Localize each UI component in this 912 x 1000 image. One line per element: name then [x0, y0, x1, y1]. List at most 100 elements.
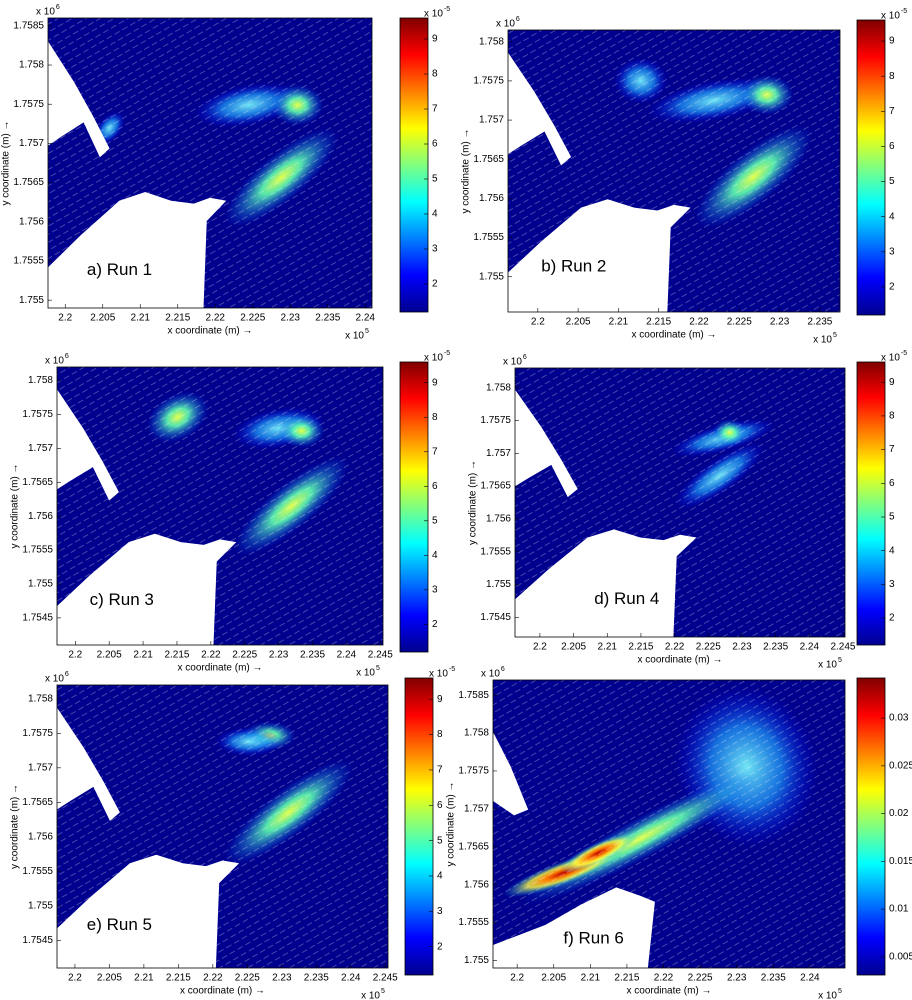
axis-multiplier-power: 6 [56, 4, 60, 11]
y-axis-label: y coordinate (m) → [10, 463, 21, 548]
colorbar-tick-label: 3 [889, 579, 895, 590]
run-label: f) Run 6 [563, 929, 623, 948]
x-tick-label: 2.24 [337, 650, 357, 661]
x-tick-label: 2.22 [203, 973, 223, 984]
x-tick-label: 2.235 [304, 973, 329, 984]
y-tick-label: 1.7555 [22, 545, 53, 556]
x-tick-label: 2.245 [368, 650, 393, 661]
y-tick-label: 1.755 [486, 579, 511, 590]
y-tick-label: 1.755 [479, 271, 504, 282]
velocity-vectors [493, 680, 845, 968]
y-tick-label: 1.7565 [458, 841, 489, 852]
axis-multiplier-power: 5 [381, 988, 385, 995]
x-tick-label: 2.22 [206, 313, 226, 324]
colorbar-tick-label: 4 [889, 545, 895, 556]
x-axis-label: x coordinate (m) → [177, 663, 262, 674]
colorbar-tick-label: 3 [889, 246, 895, 257]
y-tick-label: 1.7585 [458, 690, 489, 701]
colorbar-tick-label: 3 [437, 906, 443, 917]
colorbar-tick-label: 8 [432, 69, 438, 80]
x-tick-label: 2.205 [90, 313, 115, 324]
x-tick-label: 2.205 [566, 317, 591, 328]
y-tick-label: 1.755 [19, 295, 44, 306]
panel: f) Run 6 2.2 2.205 2.21 2.215 2.22 2.225 2.23 2.… [446, 666, 912, 1000]
y-axis-label: y coordinate (m) → [468, 460, 479, 545]
x-tick-label: 2.245 [373, 973, 398, 984]
x-tick-label: 2.215 [166, 973, 191, 984]
y-tick-label: 1.758 [486, 382, 511, 393]
x-tick-label: 2.215 [165, 313, 190, 324]
colorbar-tick-label: 9 [889, 377, 895, 388]
colorbar-tick-label: 8 [432, 412, 438, 423]
flow-field [57, 685, 388, 968]
x-tick-label: 2.23 [727, 973, 747, 984]
colorbar-tick-label: 6 [432, 139, 438, 150]
y-tick-label: 1.757 [19, 138, 44, 149]
colorbar-multiplier-power: -5 [449, 666, 455, 673]
y-tick-label: 1.7565 [13, 177, 44, 188]
x-tick-label: 2.21 [134, 973, 154, 984]
colorbar-multiplier-power: -5 [901, 8, 907, 15]
y-tick-label: 1.758 [464, 728, 489, 739]
colorbar-multiplier-power: -5 [901, 350, 907, 357]
axis-multiplier: x 10 [496, 19, 515, 30]
axes-frame [507, 29, 841, 313]
x-tick-label: 2.23 [732, 642, 752, 653]
axis-multiplier: x 10 [818, 660, 837, 671]
y-tick-label: 1.758 [28, 693, 53, 704]
land [508, 199, 691, 312]
flow-field [48, 18, 372, 308]
x-tick-label: 2.24 [800, 642, 820, 653]
axis-multiplier-power: 5 [376, 665, 380, 672]
x-tick-label: 2.225 [235, 973, 260, 984]
y-tick-label: 1.7565 [480, 481, 511, 492]
colorbar-tick-label: 5 [432, 515, 438, 526]
y-tick-label: 1.7545 [480, 612, 511, 623]
colorbar-tick-label: 5 [889, 512, 895, 523]
panel: c) Run 3 2.2 2.205 2.21 2.215 2.22 2.225 2.23 2.… [10, 350, 451, 679]
colorbar-tick-label: 0.01 [889, 904, 909, 915]
y-tick-label: 1.758 [479, 36, 504, 47]
colorbar-tick-label: 9 [437, 694, 443, 705]
colorbar-tick-label: 0.015 [889, 856, 912, 867]
x-tick-label: 2.205 [541, 973, 566, 984]
colorbar-tick-label: 2 [889, 282, 895, 293]
x-axis-label: x coordinate (m) → [167, 326, 252, 337]
y-tick-label: 1.7555 [22, 866, 53, 877]
colorbar-tick-label: 8 [889, 71, 895, 82]
colorbar-tick-label: 5 [889, 176, 895, 187]
x-tick-label: 2.205 [97, 650, 122, 661]
x-tick-label: 2.22 [689, 317, 709, 328]
x-tick-label: 2.215 [646, 317, 671, 328]
land [57, 389, 119, 501]
y-tick-label: 1.757 [486, 448, 511, 459]
y-tick-label: 1.755 [28, 579, 53, 590]
run-label: d) Run 4 [594, 589, 659, 608]
axes-frame [47, 17, 373, 309]
x-tick-label: 2.21 [581, 973, 601, 984]
y-tick-label: 1.758 [28, 375, 53, 386]
x-tick-label: 2.24 [341, 973, 361, 984]
y-tick-label: 1.7565 [473, 154, 504, 165]
flow-field [515, 368, 845, 637]
colorbar-tick-label: 5 [437, 835, 443, 846]
y-tick-label: 1.756 [28, 831, 53, 842]
axis-multiplier-power: 6 [65, 671, 69, 678]
x-tick-label: 2.225 [727, 317, 752, 328]
panel: e) Run 5 2.2 2.205 2.21 2.215 2.22 2.225 2.23 2.… [10, 666, 456, 1000]
x-tick-label: 2.24 [356, 313, 376, 324]
y-tick-label: 1.7555 [480, 546, 511, 557]
panel: b) Run 2 2.2 2.205 2.21 2.215 2.22 2.225 2.23 2.… [461, 8, 908, 346]
land [57, 707, 120, 821]
axis-multiplier: x 10 [818, 991, 837, 1000]
y-tick-label: 1.7545 [22, 613, 53, 624]
colorbar-multiplier-power: -5 [444, 6, 450, 13]
x-tick-label: 2.215 [164, 650, 189, 661]
colorbar-tick-label: 0.025 [889, 760, 912, 771]
axis-multiplier-power: 6 [523, 354, 527, 361]
x-tick-label: 2.225 [240, 313, 265, 324]
axis-multiplier: x 10 [503, 357, 522, 368]
x-tick-label: 2.23 [281, 313, 301, 324]
colorbar-tick-label: 4 [432, 550, 438, 561]
x-axis-label: x coordinate (m) → [637, 655, 722, 666]
